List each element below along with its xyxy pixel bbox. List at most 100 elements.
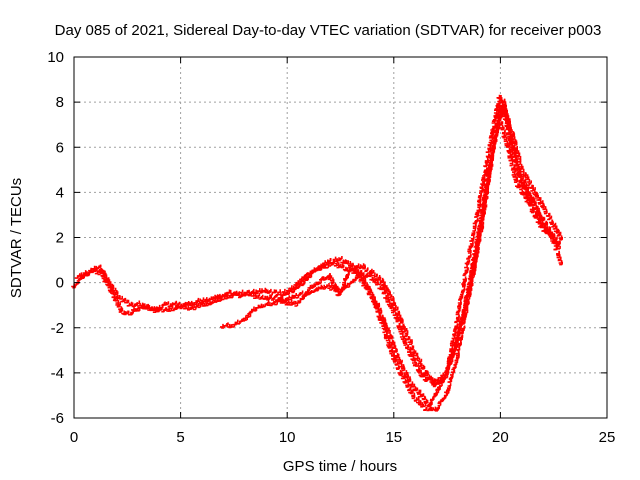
data-point (506, 144, 510, 148)
data-point (526, 179, 531, 183)
data-point (460, 315, 465, 320)
data-point (331, 260, 335, 264)
data-point (392, 305, 397, 310)
data-point (234, 319, 239, 324)
y-tick-label: 10 (47, 49, 64, 66)
data-point (265, 300, 270, 305)
data-point (449, 346, 454, 350)
data-point (519, 165, 524, 170)
data-point (403, 379, 408, 384)
data-point (426, 374, 431, 379)
data-point (360, 263, 365, 267)
data-point (467, 253, 472, 258)
data-point (412, 350, 417, 355)
data-point (530, 209, 535, 214)
data-point (498, 121, 503, 126)
data-point (416, 368, 421, 373)
data-point (399, 334, 404, 338)
y-tick-label: -2 (51, 320, 64, 337)
data-point (511, 136, 515, 140)
data-point (281, 288, 286, 293)
data-point (557, 257, 562, 262)
data-point (502, 106, 507, 111)
data-marks (71, 94, 563, 412)
data-point (377, 285, 382, 290)
data-point (200, 297, 205, 302)
data-point (311, 267, 316, 272)
data-point (335, 287, 339, 292)
data-point (372, 278, 377, 282)
data-point (233, 290, 238, 295)
data-point (417, 389, 422, 394)
data-point (537, 220, 542, 225)
data-point (463, 303, 468, 307)
data-point (389, 335, 394, 340)
data-point (197, 298, 201, 303)
data-point (392, 302, 397, 307)
data-point (425, 372, 429, 377)
data-point (409, 341, 413, 345)
data-point (513, 179, 518, 183)
data-point (552, 222, 557, 227)
data-point (507, 150, 512, 154)
data-point (286, 295, 290, 299)
data-point (156, 304, 161, 309)
data-point (293, 293, 297, 297)
data-point (371, 296, 376, 301)
chart-title: Day 085 of 2021, Sidereal Day-to-day VTE… (55, 22, 602, 39)
data-point (539, 224, 544, 229)
data-point (548, 231, 552, 236)
data-point (534, 208, 539, 213)
data-point (458, 323, 463, 327)
data-point (502, 129, 506, 134)
data-point (546, 212, 551, 217)
data-point (486, 175, 491, 180)
data-point (512, 153, 517, 158)
data-point (372, 299, 377, 304)
data-point (262, 287, 267, 292)
data-point (399, 372, 404, 377)
data-point (382, 322, 387, 326)
data-point (490, 152, 494, 157)
data-point (364, 267, 369, 272)
data-point (119, 295, 123, 300)
data-point (554, 236, 558, 241)
data-point (557, 232, 561, 237)
data-point (109, 283, 113, 288)
data-point (506, 147, 511, 152)
data-point (418, 372, 423, 376)
x-axis-label: GPS time / hours (283, 458, 397, 475)
data-point (119, 308, 124, 312)
data-point (508, 154, 513, 158)
data-point (484, 157, 489, 162)
data-point (407, 386, 412, 391)
data-point (338, 256, 343, 260)
data-point (185, 305, 189, 310)
data-point (519, 189, 524, 194)
data-point (396, 324, 401, 329)
data-point (410, 345, 415, 350)
data-point (135, 306, 139, 311)
data-point (401, 367, 406, 372)
y-tick-label: 8 (56, 94, 64, 111)
data-point (454, 323, 459, 327)
data-point (428, 376, 433, 381)
data-point (388, 343, 393, 348)
data-point (122, 297, 127, 302)
data-point (461, 287, 466, 292)
data-point (405, 374, 410, 379)
data-point (340, 264, 345, 269)
data-point (492, 124, 497, 128)
data-point (422, 403, 427, 408)
data-point (378, 310, 383, 315)
y-tick-label: 0 (56, 275, 64, 292)
data-point (399, 319, 404, 324)
data-point (131, 306, 135, 311)
data-point (278, 296, 283, 300)
data-point (394, 349, 398, 353)
data-point (342, 282, 347, 287)
data-point (396, 310, 400, 315)
data-point (273, 294, 278, 298)
data-point (542, 206, 547, 211)
data-point (543, 210, 548, 215)
